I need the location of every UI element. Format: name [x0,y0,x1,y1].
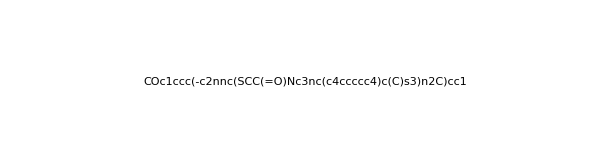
Text: COc1ccc(-c2nnc(SCC(=O)Nc3nc(c4ccccc4)c(C)s3)n2C)cc1: COc1ccc(-c2nnc(SCC(=O)Nc3nc(c4ccccc4)c(C… [143,77,467,87]
